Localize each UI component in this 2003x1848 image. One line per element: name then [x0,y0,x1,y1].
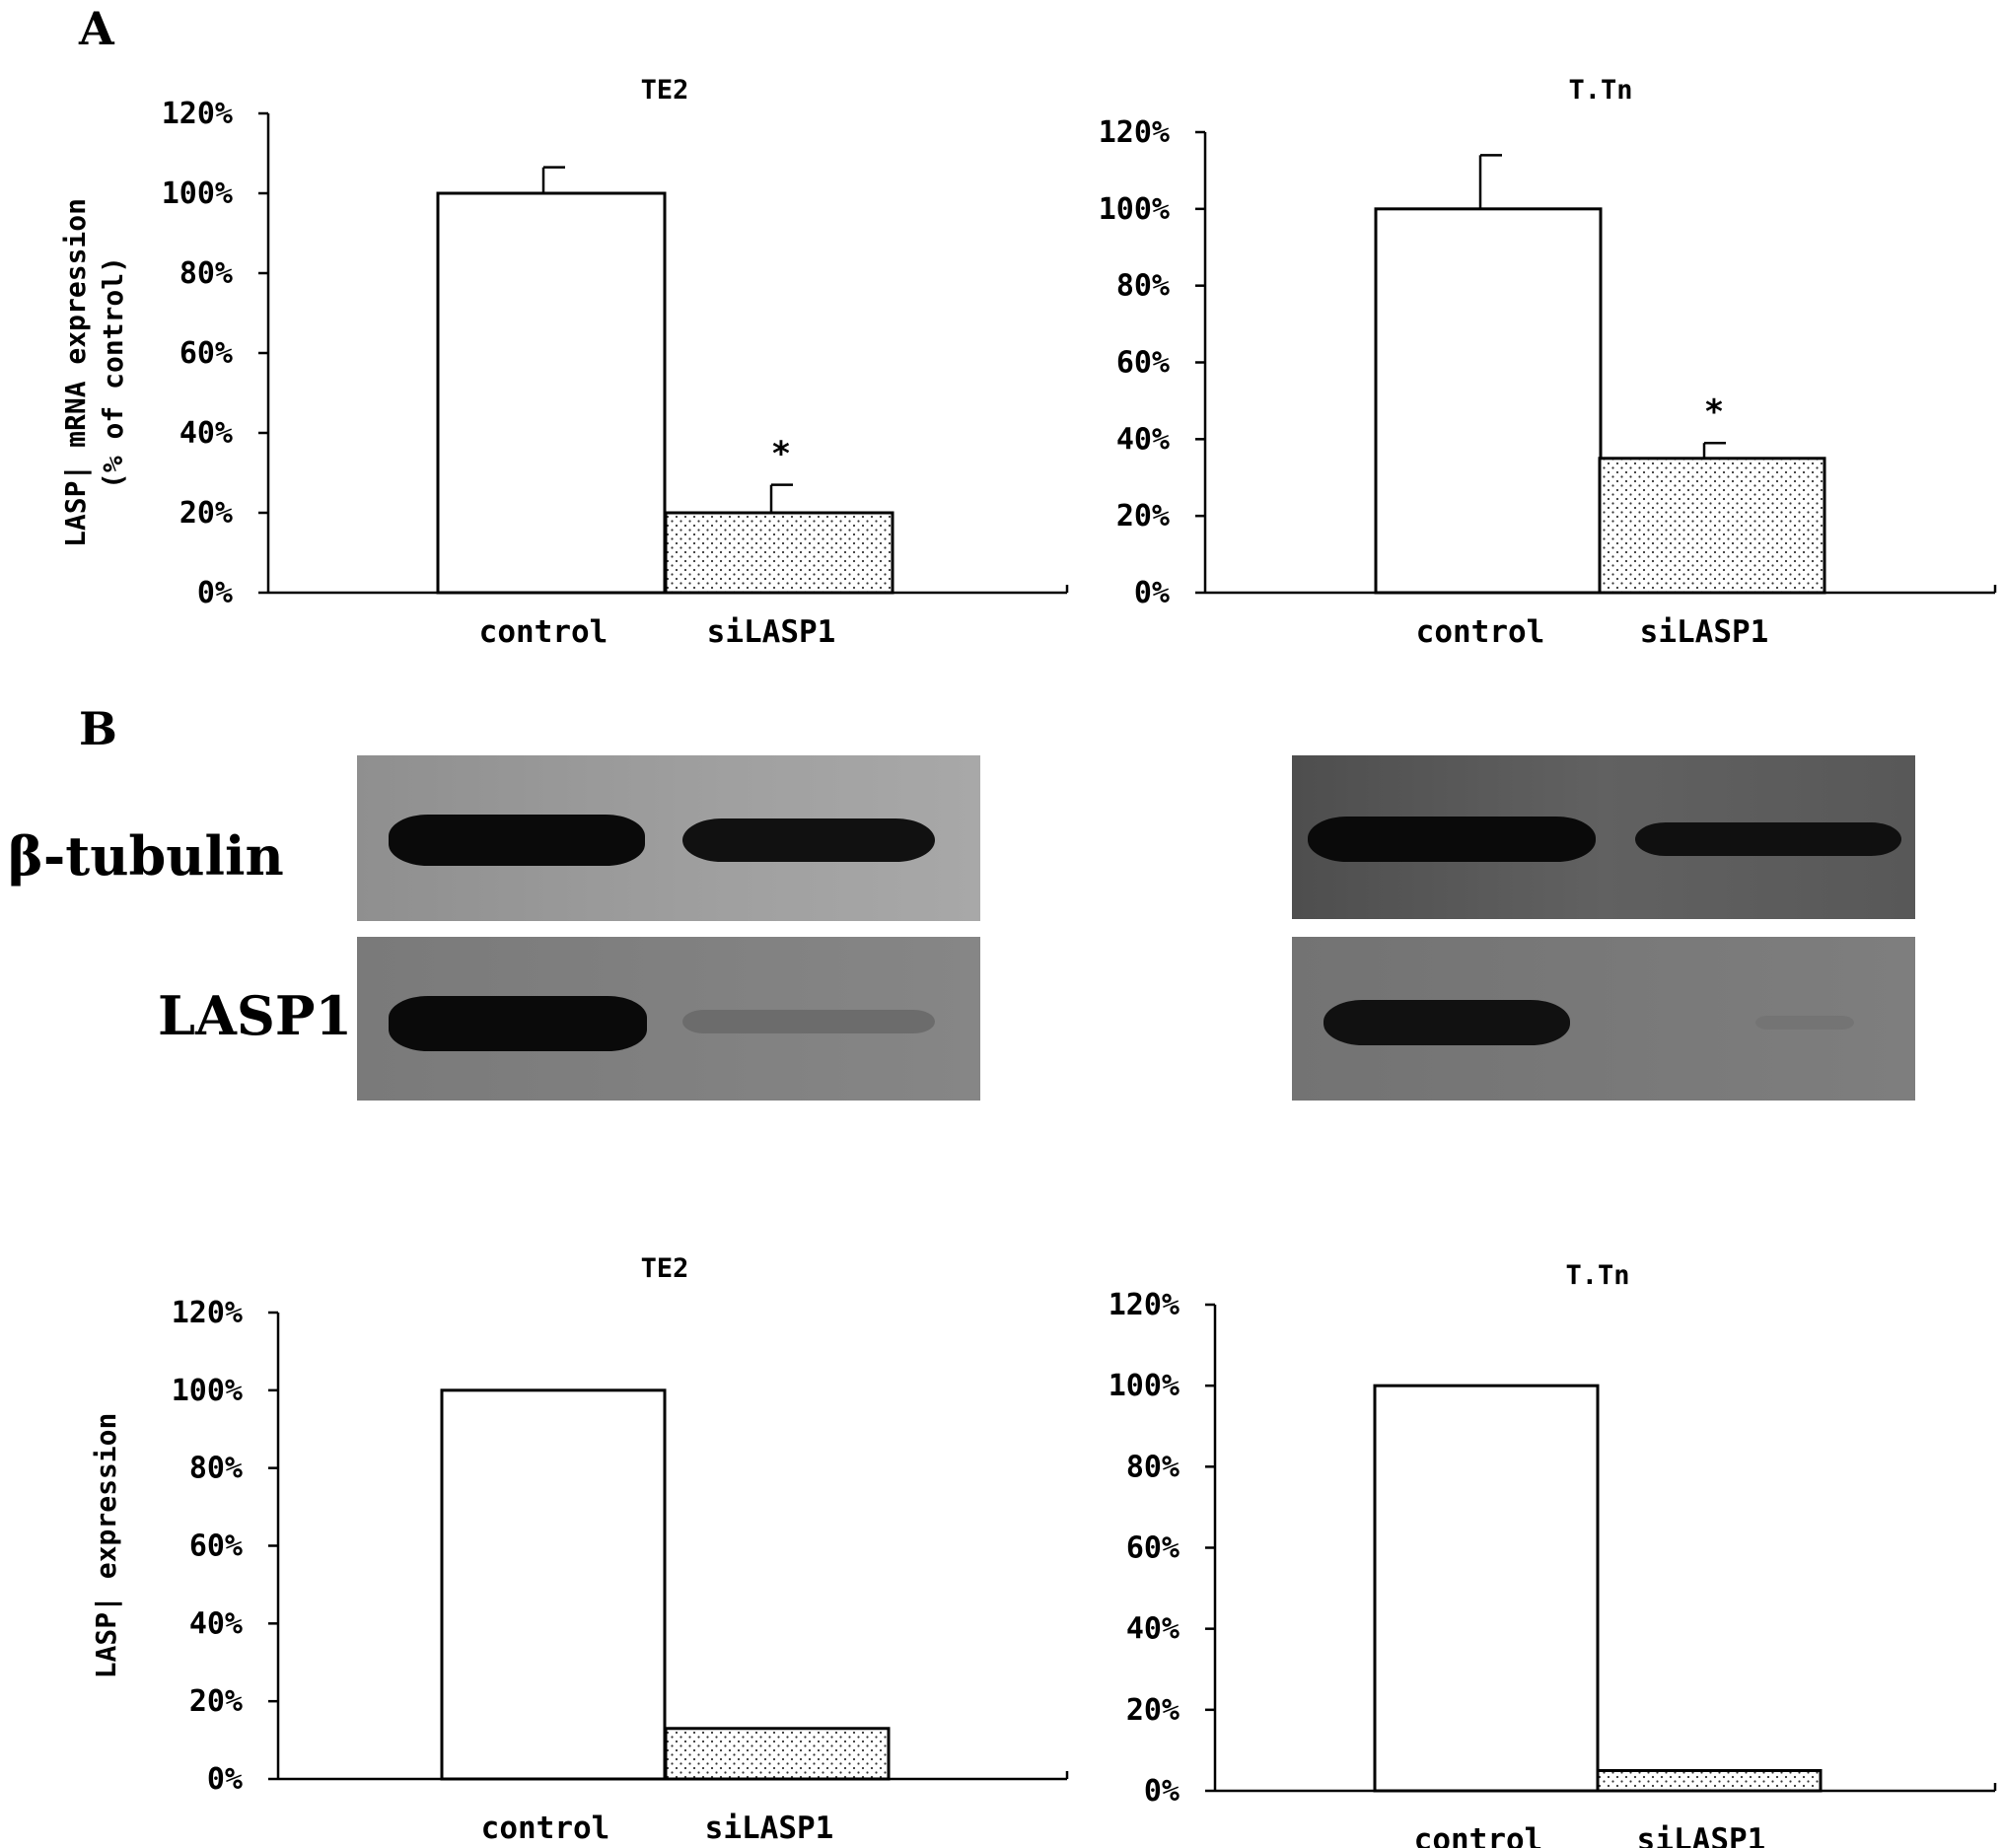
panel-label-a: A [79,2,114,55]
y-tick-label: 60% [1116,346,1170,381]
blot-lasp1-right [1292,937,1915,1101]
band-lasp1-left-control [389,996,647,1051]
y-tick-label: 120% [172,1296,243,1330]
chart-title: TE2 [641,75,689,106]
bar-control [436,191,667,595]
blot-tubulin-right [1292,755,1915,919]
x-tick-label: control [1414,1822,1543,1848]
chart-title: T.Tn [1565,1260,1629,1291]
y-tick-label: 80% [1126,1450,1180,1484]
y-tick-label: 40% [1116,422,1170,457]
chart-a-ttn: T.Tn 0% 20% 40% 60% 80% 100% 120% control * siLASP… [0,0,2003,671]
band-tubulin-left-silasp1 [682,818,935,862]
y-tick-label: 20% [1116,499,1170,533]
band-lasp1-right-silasp1 [1755,1016,1854,1030]
chart-title: T.Tn [1568,75,1632,106]
bar-siLASP1 [664,511,894,595]
y-tick-label: 0% [1144,1774,1180,1809]
y-tick-label: 0% [1134,576,1170,610]
band-lasp1-left-silasp1 [682,1010,935,1033]
y-tick-label: 100% [1109,1369,1180,1403]
blot-label-lasp1: LASP1 [158,984,353,1047]
x-tick-label: siLASP1 [1640,614,1769,650]
blot-tubulin-left [357,755,980,921]
y-tick-label: 120% [1109,1288,1180,1322]
significance-marker: * [771,435,791,474]
y-tick-label: 100% [162,177,233,211]
bar-control [1373,1384,1600,1793]
y-tick-label: 0% [207,1762,243,1797]
x-tick-label: siLASP1 [705,1811,834,1846]
chart-title: TE2 [641,1253,689,1284]
y-tick-label: 40% [189,1606,243,1641]
panel-label-b: B [79,702,117,755]
bar-siLASP1 [1598,457,1826,595]
y-tick-label: 100% [1099,192,1170,227]
band-tubulin-left-control [389,815,645,866]
y-axis-label: LASP| mRNA expression [59,198,92,547]
y-tick-label: 80% [189,1452,243,1486]
y-tick-label: 40% [179,416,233,451]
y-tick-label: 20% [179,496,233,531]
bar-siLASP1 [1596,1768,1823,1793]
band-lasp1-right-control [1323,1000,1570,1045]
y-tick-label: 40% [1126,1612,1180,1647]
band-tubulin-right-silasp1 [1635,822,1901,856]
bar-siLASP1 [664,1727,891,1781]
y-axis-label: LASP| expression [90,1413,122,1679]
x-tick-label: control [479,614,608,650]
y-tick-label: 60% [1126,1531,1180,1566]
y-tick-label: 60% [179,336,233,371]
significance-marker: * [1704,392,1724,432]
y-tick-label: 80% [179,256,233,291]
y-tick-label: 20% [189,1684,243,1719]
y-tick-label: 20% [1126,1693,1180,1728]
x-tick-label: control [481,1811,610,1846]
bar-control [440,1388,667,1781]
blot-lasp1-left [357,937,980,1101]
band-tubulin-right-control [1308,817,1596,862]
chart-a-te2: TE2 0% 20% 40% 60% 80% 100% 120% LASP| mRNA expr… [0,0,1085,671]
y-tick-label: 100% [172,1374,243,1408]
y-tick-label: 60% [189,1529,243,1564]
y-tick-label: 80% [1116,269,1170,304]
x-tick-label: siLASP1 [1637,1822,1766,1848]
y-axis-label: (% of control) [97,256,129,489]
y-tick-label: 120% [162,97,233,131]
chart-b-te2: TE2 0% 20% 40% 60% 80% 100% 120% LASP| expressio… [90,1253,1069,1846]
y-tick-label: 120% [1099,115,1170,150]
blot-label-tubulin: β-tubulin [8,824,284,888]
y-tick-label: 0% [197,576,233,610]
x-tick-label: siLASP1 [707,614,836,650]
x-tick-label: control [1416,614,1545,650]
bar-control [1374,207,1603,595]
